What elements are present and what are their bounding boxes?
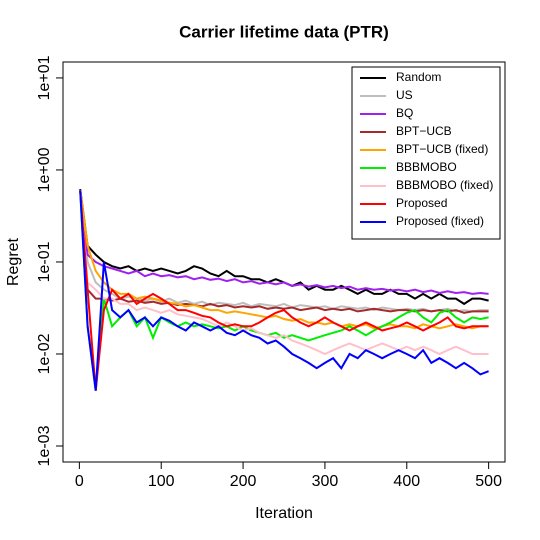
series-line	[79, 190, 489, 313]
x-tick-label: 200	[230, 473, 257, 490]
series-line	[79, 190, 489, 391]
x-tick-label: 0	[75, 473, 84, 490]
legend-label: BQ	[396, 106, 413, 120]
legend: Random US BQ BPT−UCB BPT−UCB (fixed) BBBMOBO B…	[351, 66, 501, 240]
series-line	[79, 190, 489, 314]
legend-label: Proposed	[396, 196, 447, 210]
series-line	[79, 190, 489, 391]
y-tick-label: 1e-01	[36, 241, 53, 282]
legend-label: US	[396, 88, 413, 102]
x-tick-label: 100	[148, 473, 175, 490]
legend-label: Proposed (fixed)	[396, 214, 484, 228]
legend-label: BPT−UCB	[396, 124, 452, 138]
legend-label: BBBMOBO (fixed)	[396, 178, 493, 192]
series-line	[79, 190, 489, 391]
x-tick-label: 300	[312, 473, 339, 490]
y-axis-label: Regret	[5, 237, 22, 286]
legend-label: BBBMOBO	[396, 160, 457, 174]
y-tick-label: 1e-03	[36, 425, 53, 466]
legend-label: BPT−UCB (fixed)	[396, 142, 488, 156]
chart-title: Carrier lifetime data (PTR)	[179, 22, 389, 41]
x-tick-label: 500	[475, 473, 502, 490]
x-tick-label: 400	[393, 473, 420, 490]
y-tick-label: 1e+01	[36, 55, 53, 100]
x-axis-label: Iteration	[255, 505, 313, 522]
legend-label: Random	[396, 70, 441, 84]
series-line	[79, 190, 489, 356]
series-line	[79, 190, 489, 295]
y-tick-label: 1e-02	[36, 333, 53, 374]
y-tick-label: 1e+00	[36, 147, 53, 192]
